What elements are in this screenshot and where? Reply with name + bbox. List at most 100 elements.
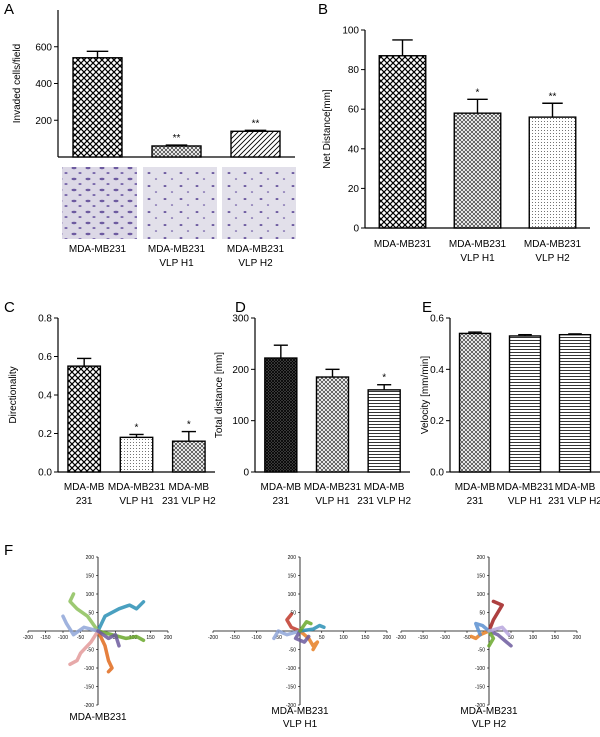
x-tick-label: 231: [76, 496, 93, 507]
bar: [458, 332, 492, 473]
x-tick-label: MDA-MB231: [227, 244, 285, 255]
track: [474, 621, 491, 637]
caption: MDA-MB231: [460, 706, 518, 717]
track: [61, 614, 100, 637]
bar: [67, 365, 102, 473]
y-axis-label: Velocity [mm/min]: [420, 356, 431, 435]
y-axis-label: Total distance [mm]: [214, 352, 225, 438]
y-axis-label: Directionality: [8, 366, 19, 423]
x-tick-label: MDA-MB: [64, 482, 105, 493]
y-tick-label: -100: [475, 666, 485, 672]
caption: MDA-MB231: [69, 712, 127, 723]
bar: [119, 436, 154, 473]
x-tick-label: 50: [319, 635, 325, 641]
panel-label: B: [318, 1, 328, 18]
y-tick-label: -200: [286, 703, 296, 709]
x-tick-label: MDA-MB231: [108, 482, 166, 493]
track: [285, 612, 302, 633]
y-tick-label: -200: [475, 703, 485, 709]
y-axis-label: Invaded cells/field: [12, 44, 23, 124]
x-tick-label: -50: [463, 635, 470, 641]
x-tick-label: MDA-MB: [555, 482, 596, 493]
track: [469, 629, 491, 641]
track: [96, 600, 146, 633]
x-tick-label: 100: [339, 635, 348, 641]
y-tick-label: 40: [348, 144, 360, 155]
y-tick-label: 150: [86, 574, 95, 580]
y-tick-label: -50: [87, 648, 94, 654]
x-tick-label: MDA-MB: [169, 482, 210, 493]
y-tick-label: 200: [35, 116, 52, 127]
y-tick-label: 600: [35, 42, 52, 53]
y-tick-label: -200: [84, 703, 94, 709]
x-tick-label: 231: [272, 496, 289, 507]
x-tick-label: -150: [418, 635, 428, 641]
x-tick-label: -150: [230, 635, 240, 641]
y-tick-label: -50: [289, 648, 296, 654]
caption: VLP H1: [283, 719, 318, 730]
track: [96, 629, 146, 643]
track: [298, 620, 313, 633]
y-tick-label: 100: [232, 416, 249, 427]
track: [68, 592, 100, 633]
x-tick-label: -200: [396, 635, 406, 641]
y-tick-label: 0.8: [38, 314, 52, 325]
x-tick-label: 150: [361, 635, 370, 641]
y-tick-label: 100: [86, 592, 95, 598]
x-tick-label: -50: [77, 635, 84, 641]
y-tick-label: 0.6: [430, 314, 444, 325]
x-tick-label: -200: [208, 635, 218, 641]
y-tick-label: -50: [478, 648, 485, 654]
y-tick-label: 300: [232, 314, 249, 325]
track: [487, 629, 513, 648]
significance-mark: **: [173, 133, 181, 144]
track: [487, 629, 496, 648]
bar: [264, 357, 298, 473]
y-tick-label: 0: [353, 224, 359, 235]
bar: [151, 145, 202, 158]
x-tick-label: 231 VLP H2: [548, 496, 600, 507]
x-tick-label: 231 VLP H2: [162, 496, 216, 507]
significance-mark: *: [187, 420, 191, 431]
y-tick-label: 0.2: [38, 429, 52, 440]
y-tick-label: 200: [477, 555, 486, 561]
bar: [558, 333, 592, 473]
x-tick-label: VLP H1: [315, 496, 350, 507]
y-axis-label: Net Distance[mm]: [322, 89, 333, 169]
x-tick-label: -200: [23, 635, 33, 641]
y-tick-label: 0.0: [430, 468, 444, 479]
y-tick-label: 50: [88, 611, 94, 617]
y-tick-label: 20: [348, 184, 360, 195]
track: [487, 625, 511, 637]
x-tick-label: MDA-MB: [455, 482, 496, 493]
micrograph: [143, 167, 217, 239]
bar: [367, 389, 401, 473]
track: [96, 629, 121, 648]
x-tick-label: 100: [529, 635, 538, 641]
x-tick-label: MDA-MB231: [524, 239, 582, 250]
significance-mark: **: [549, 91, 557, 102]
significance-mark: *: [382, 373, 386, 384]
x-tick-label: VLP H1: [508, 496, 543, 507]
y-tick-label: 100: [477, 592, 486, 598]
caption: MDA-MB231: [271, 706, 329, 717]
x-tick-label: MDA-MB231: [148, 244, 206, 255]
x-tick-label: 150: [146, 635, 155, 641]
x-tick-label: VLP H2: [238, 258, 273, 269]
y-tick-label: 0: [243, 468, 249, 479]
x-tick-label: -50: [275, 635, 282, 641]
y-tick-label: 200: [86, 555, 95, 561]
x-tick-label: -100: [251, 635, 261, 641]
track: [487, 599, 504, 633]
y-tick-label: 200: [232, 365, 249, 376]
y-tick-label: 100: [288, 592, 297, 598]
panel-label: E: [422, 299, 432, 316]
track: [298, 623, 326, 633]
x-tick-label: VLP H2: [535, 253, 570, 264]
x-tick-label: 50: [508, 635, 514, 641]
bar: [315, 376, 350, 473]
caption: VLP H2: [472, 719, 507, 730]
y-tick-label: 150: [477, 574, 486, 580]
bar: [230, 130, 281, 158]
